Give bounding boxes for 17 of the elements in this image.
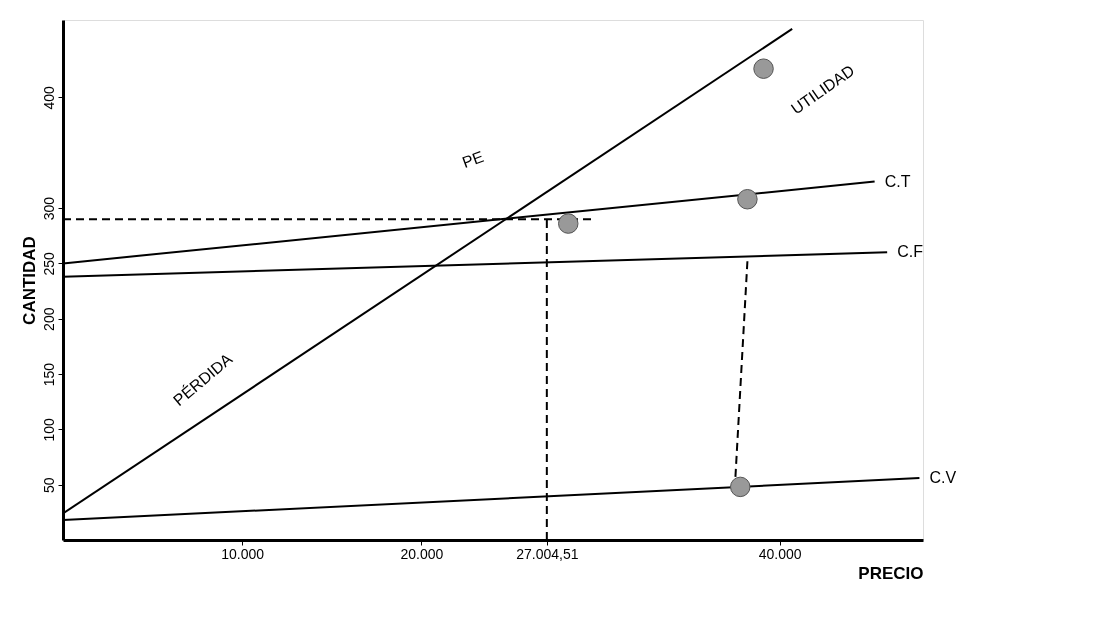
y-tick-label: 100 <box>40 417 57 442</box>
y-tick-label: 50 <box>40 477 57 493</box>
y-tick-label: 200 <box>40 307 57 331</box>
y-tick-label: 300 <box>40 196 57 221</box>
y-tick-label: 400 <box>40 86 57 110</box>
x-tick-label: 20.000 <box>400 545 444 562</box>
series-label: C.V <box>929 469 957 487</box>
x-tick-label: 40.000 <box>758 545 802 562</box>
annotation: PE <box>459 147 486 172</box>
series-label: C.T <box>884 172 911 190</box>
x-tick-label: 10.000 <box>221 545 265 562</box>
y-axis-title: CANTIDAD <box>19 236 39 325</box>
y-tick-label: 150 <box>40 362 57 387</box>
x-tick-label: 27.004,51 <box>516 545 579 562</box>
y-tick-label: 250 <box>40 252 57 276</box>
x-axis-title: PRECIO <box>858 563 924 583</box>
series-label: C.F <box>897 243 924 261</box>
